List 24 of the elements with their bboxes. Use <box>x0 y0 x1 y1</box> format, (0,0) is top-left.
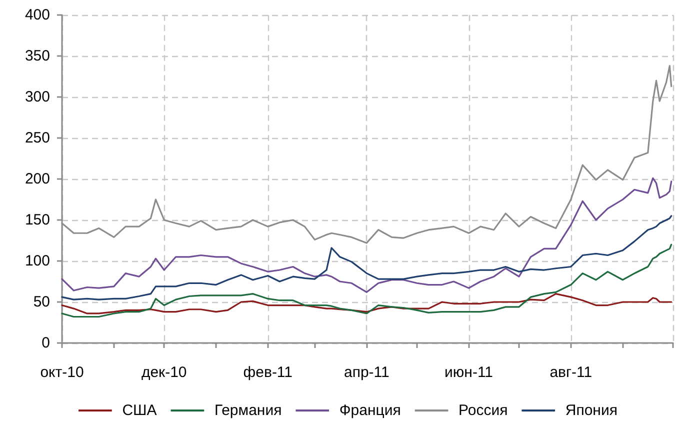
legend-label: Франция <box>339 402 401 419</box>
y-tick-label: 0 <box>42 334 50 352</box>
y-tick-label: 350 <box>24 48 50 64</box>
y-tick-label: 200 <box>24 170 50 188</box>
y-tick-label: 150 <box>24 212 50 228</box>
line-series <box>61 293 672 314</box>
line-series <box>61 215 672 300</box>
y-tick-label: 250 <box>24 130 50 146</box>
line-series <box>61 244 672 318</box>
x-tick-label: фев-11 <box>243 364 293 381</box>
legend-label: Япония <box>565 402 618 419</box>
legend-label: Германия <box>214 402 282 419</box>
y-tick-label: 400 <box>24 6 50 24</box>
y-tick-label: 100 <box>24 252 50 270</box>
y-tick-label: 50 <box>33 294 50 310</box>
legend-label: США <box>122 402 157 419</box>
line-series <box>61 177 672 293</box>
x-tick-label: дек-10 <box>141 364 187 381</box>
x-tick-label: окт-10 <box>40 364 84 381</box>
x-tick-label: авг-11 <box>550 364 592 381</box>
legend-label: Россия <box>458 402 508 419</box>
x-tick-label: апр-11 <box>344 364 390 381</box>
x-tick-label: июн-11 <box>444 364 494 381</box>
y-tick-label: 300 <box>24 88 50 106</box>
